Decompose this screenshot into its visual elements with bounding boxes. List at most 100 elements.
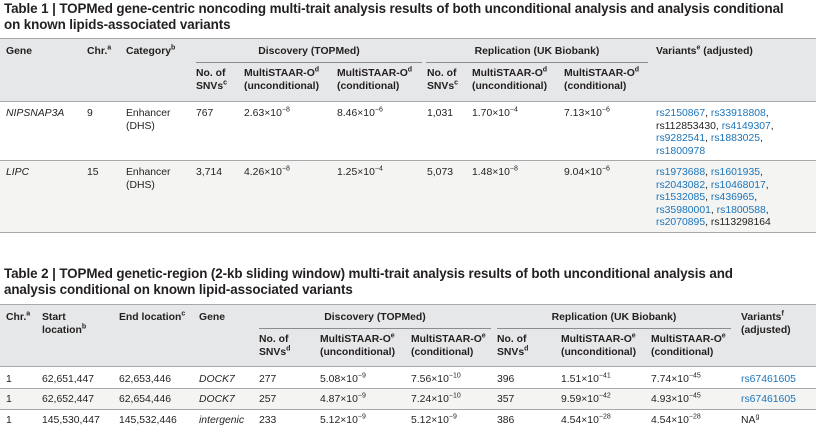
variant-separator: , xyxy=(765,108,769,119)
t2-r1-rep-uncond: 1.51×10−41 xyxy=(561,372,611,385)
t2-r2-disc-snvs: 257 xyxy=(259,394,277,405)
variant-separator: , xyxy=(705,133,711,144)
t1-r1-disc-uncond: 2.63×10−8 xyxy=(244,106,290,119)
table2-caption-line2: analysis conditional on known lipid-asso… xyxy=(4,282,353,297)
variant-link[interactable]: rs33918808 xyxy=(710,108,766,119)
variant-id: rs112853430 xyxy=(656,120,716,132)
t2-r3-gene: intergenic xyxy=(199,415,245,426)
t2-h-rep-cond: MultiSTAAR-Oe (conditional) xyxy=(651,332,726,358)
t1-row2-band xyxy=(0,161,816,232)
t2-row1-rule xyxy=(0,388,816,389)
t2-h-disc-uncond: MultiSTAAR-Oe (unconditional) xyxy=(320,332,396,358)
variant-link[interactable]: rs1800978 xyxy=(656,145,706,157)
t2-r2-rep-cond: 4.93×10−45 xyxy=(651,392,701,405)
t2-h-gene: Gene xyxy=(199,312,225,323)
t1-discovery-underline xyxy=(196,62,422,63)
t2-replication-underline xyxy=(497,328,731,329)
t2-h-disc-snvs: No. of SNVsd xyxy=(259,334,291,358)
t1-bottom-rule xyxy=(0,232,816,233)
variant-link[interactable]: rs4149307 xyxy=(721,120,771,132)
t2-r2-disc-uncond: 4.87×10−9 xyxy=(320,392,366,405)
variant-link[interactable]: rs35980001 xyxy=(656,204,711,216)
t2-h-discovery: Discovery (TOPMed) xyxy=(324,312,426,323)
t2-r1-end: 62,653,446 xyxy=(119,374,172,385)
t2-r3-variant: NAg xyxy=(741,413,760,426)
table1-caption-label: Table 1 | xyxy=(4,1,56,16)
t1-replication-underline xyxy=(426,62,648,63)
variant-separator: , xyxy=(760,167,763,178)
t1-h-disc-cond: MultiSTAAR-Od (conditional) xyxy=(337,66,413,92)
t2-r2-disc-cond: 7.24×10−10 xyxy=(411,392,461,405)
t1-r1-category: Enhancer (DHS) xyxy=(126,108,171,132)
table1-caption: Table 1 | TOPMed gene-centric noncoding … xyxy=(4,1,784,33)
variant-link[interactable]: rs1601935 xyxy=(710,167,760,178)
t1-h-rep-uncond: MultiSTAAR-Od (unconditional) xyxy=(472,66,548,92)
variant-separator: , xyxy=(715,120,722,132)
t2-r1-rep-snvs: 396 xyxy=(497,374,515,385)
variant-separator: , xyxy=(710,204,717,216)
table1-caption-text: TOPMed gene-centric noncoding multi-trai… xyxy=(55,1,784,16)
t2-r3-disc-snvs: 233 xyxy=(259,415,277,426)
t1-r1-gene: NIPSNAP3A xyxy=(6,108,65,119)
variant-separator: , xyxy=(765,204,769,216)
t1-r2-disc-cond: 1.25×10−4 xyxy=(337,165,383,178)
table1-header-top-rule xyxy=(0,38,816,39)
t2-r1-disc-uncond: 5.08×10−9 xyxy=(320,372,366,385)
t1-r2-gene: LIPC xyxy=(6,167,30,178)
variant-link[interactable]: rs1800588 xyxy=(716,204,766,216)
t2-r2-rep-snvs: 357 xyxy=(497,394,515,405)
t1-h-chr: Chr.a xyxy=(87,44,112,57)
t2-r3-disc-uncond: 5.12×10−9 xyxy=(320,413,366,426)
t2-r3-end: 145,532,446 xyxy=(119,415,177,426)
variant-separator: , xyxy=(705,192,711,203)
t1-r1-variants: rs2150867, rs33918808, rs112853430, rs414… xyxy=(656,108,774,158)
t1-r2-rep-cond: 9.04×10−6 xyxy=(564,165,610,178)
variant-separator: , xyxy=(754,192,758,203)
t2-r3-disc-cond: 5.12×10−9 xyxy=(411,413,457,426)
t2-r3-start: 145,530,447 xyxy=(42,415,100,426)
t1-h-variants: Variantse (adjusted) xyxy=(656,44,753,57)
t2-r1-rep-cond: 7.74×10−45 xyxy=(651,372,701,385)
t1-r2-disc-snvs: 3,714 xyxy=(196,167,223,178)
variant-separator: , xyxy=(705,217,711,228)
t2-r3-chr: 1 xyxy=(6,415,12,426)
variant-link[interactable]: rs9282541 xyxy=(656,133,706,144)
variant-separator: , xyxy=(765,179,769,191)
t1-r1-rep-cond: 7.13×10−6 xyxy=(564,106,610,119)
table1-header-bottom-rule xyxy=(0,101,816,102)
t1-r2-variants: rs1973688, rs1601935, rs2043082, rs104680… xyxy=(656,167,771,230)
t2-h-end: End locationc xyxy=(119,310,186,323)
t1-r2-chr: 15 xyxy=(87,167,99,178)
t1-h-category: Categoryb xyxy=(126,44,176,57)
variant-link[interactable]: rs2043082 xyxy=(656,179,706,191)
variant-link[interactable]: rs10468017 xyxy=(710,179,766,191)
t2-r2-start: 62,652,447 xyxy=(42,394,95,405)
table1-caption-line2: on known lipids-associated variants xyxy=(4,17,231,32)
variant-separator: , xyxy=(705,179,711,191)
table2-header-top-rule xyxy=(0,304,816,305)
t2-r1-variant-link[interactable]: rs67461605 xyxy=(741,374,796,385)
t2-r3-rep-cond: 4.54×10−28 xyxy=(651,413,701,426)
t2-r1-disc-cond: 7.56×10−10 xyxy=(411,372,461,385)
variant-link[interactable]: rs1883025 xyxy=(710,133,760,144)
variant-link[interactable]: rs1532085 xyxy=(656,192,706,203)
t2-h-disc-cond: MultiSTAAR-Oe (conditional) xyxy=(411,332,486,358)
t1-r2-disc-uncond: 4.26×10−8 xyxy=(244,165,290,178)
t1-r2-rep-snvs: 5,073 xyxy=(427,167,454,178)
t2-r2-rep-uncond: 9.59×10−42 xyxy=(561,392,611,405)
t1-r1-rep-uncond: 1.70×10−4 xyxy=(472,106,518,119)
t2-r1-disc-snvs: 277 xyxy=(259,374,277,385)
variant-link[interactable]: rs2070895 xyxy=(656,217,706,228)
t1-h-replication: Replication (UK Biobank) xyxy=(474,46,600,57)
t2-h-rep-uncond: MultiSTAAR-Oe (unconditional) xyxy=(561,332,637,358)
variant-link[interactable]: rs436965 xyxy=(710,192,755,203)
t1-h-disc-uncond: MultiSTAAR-Od (unconditional) xyxy=(244,66,320,92)
t1-h-rep-cond: MultiSTAAR-Od (conditional) xyxy=(564,66,640,92)
t2-h-variants: Variantsf (adjusted) xyxy=(741,310,791,336)
variant-link[interactable]: rs2150867 xyxy=(656,108,706,119)
table2-header-bottom-rule xyxy=(0,366,816,367)
t2-r2-variant-link[interactable]: rs67461605 xyxy=(741,394,796,405)
variant-link[interactable]: rs1973688 xyxy=(656,167,706,178)
t1-row-rule xyxy=(0,160,816,161)
variant-separator: , xyxy=(760,133,763,144)
